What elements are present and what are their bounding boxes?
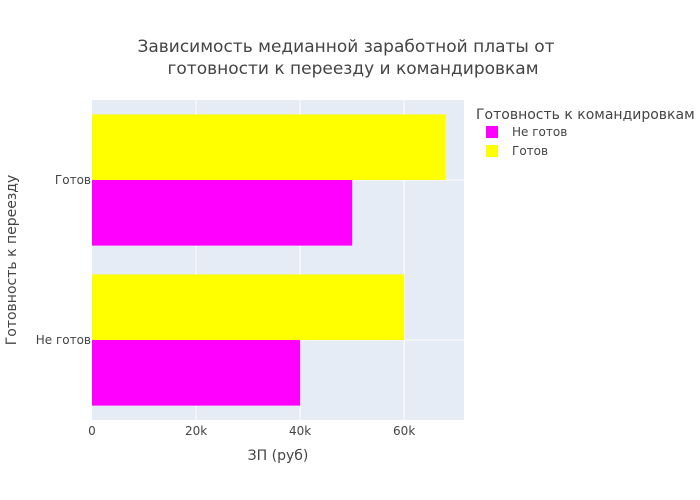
x-tick-labels: 0 20k 40k 60k <box>88 424 415 438</box>
x-tick-label: 0 <box>88 424 96 438</box>
bars <box>92 114 446 406</box>
legend-label: Готов <box>512 144 548 158</box>
bar <box>92 180 353 246</box>
x-tick-label: 60k <box>393 424 415 438</box>
chart-title-line-1: Зависимость медианной заработной платы о… <box>137 37 554 57</box>
x-axis-title: ЗП (руб) <box>248 448 309 464</box>
x-tick-label: 40k <box>289 424 311 438</box>
bar <box>92 114 446 180</box>
chart-title-line-2: готовности к переезду и командировкам <box>167 59 538 79</box>
legend: Готовность к командировкам Не готов Готов <box>476 107 695 158</box>
bar <box>92 274 405 340</box>
legend-label: Не готов <box>512 125 567 139</box>
y-tick-label: Не готов <box>36 333 91 347</box>
legend-title: Готовность к командировкам <box>476 107 695 123</box>
legend-swatch <box>486 126 498 138</box>
x-tick-label: 20k <box>185 424 207 438</box>
y-axis-title: Готовность к переезду <box>4 175 20 346</box>
y-tick-labels: Не готов Готов <box>36 173 91 347</box>
bar <box>92 340 301 406</box>
y-tick-label: Готов <box>55 173 91 187</box>
legend-swatch <box>486 145 498 157</box>
